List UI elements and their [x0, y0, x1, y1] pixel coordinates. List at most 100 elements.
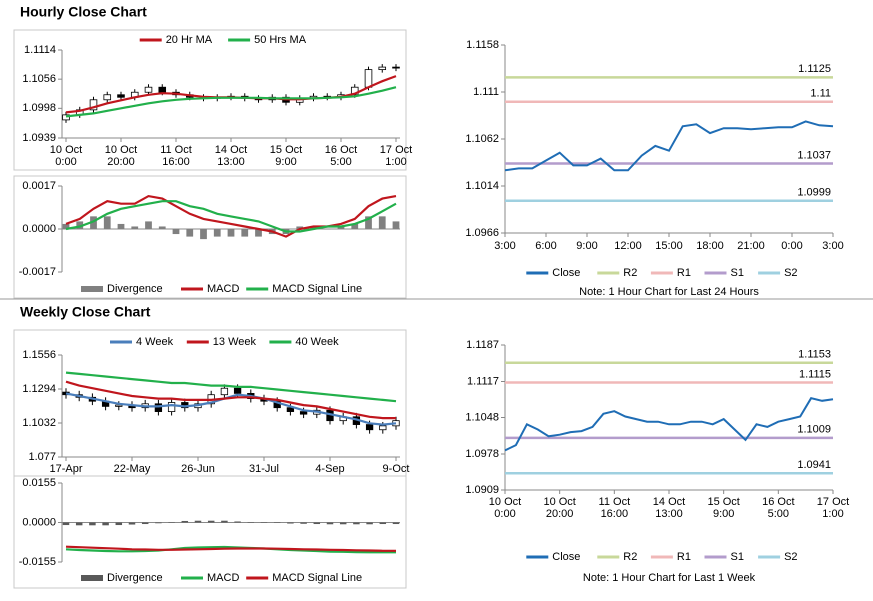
x-tick-label: 21:00 — [737, 240, 765, 252]
legend-label: S1 — [731, 267, 744, 279]
y-tick-label: 0.0000 — [22, 516, 56, 528]
x-tick-label: 15:00 — [655, 240, 683, 252]
bar — [200, 229, 207, 240]
bar — [326, 522, 334, 525]
candle-body — [286, 407, 295, 412]
bar — [310, 226, 317, 229]
y-tick-label: 1.1062 — [465, 133, 499, 145]
candle-body — [392, 66, 400, 69]
x-tick-label: 12:00 — [614, 240, 642, 252]
y-tick-label: 1.1158 — [466, 39, 499, 51]
bar — [90, 216, 97, 229]
bar — [207, 520, 215, 523]
candle-body — [117, 94, 125, 98]
y-tick-label: 1.1056 — [22, 73, 56, 85]
bar — [247, 521, 255, 523]
bar — [186, 229, 194, 237]
legend-swatch — [81, 575, 103, 581]
y-tick-label: 1.1294 — [22, 383, 56, 395]
x-tick-label: 0:00 — [494, 508, 515, 520]
candle-body — [154, 403, 163, 412]
y-tick-label: 1.1187 — [466, 339, 499, 351]
bar — [323, 229, 331, 230]
legend-label: MACD — [207, 283, 239, 295]
y-tick-label: 1.1114 — [24, 44, 56, 56]
x-tick-label: 13:00 — [217, 156, 245, 168]
candle-body — [115, 404, 123, 407]
y-tick-label: 1.0966 — [465, 227, 499, 239]
x-tick-label: 16 Oct — [762, 496, 794, 508]
y-tick-label: 1.077 — [28, 451, 56, 463]
bar — [158, 226, 166, 229]
legend-label: 13 Week — [213, 336, 257, 348]
chart-note: Note: 1 Hour Chart for Last 24 Hours — [579, 286, 759, 298]
x-tick-label: 17 Oct — [817, 496, 849, 508]
legend-swatch — [81, 286, 103, 292]
candle-body — [365, 424, 374, 431]
x-tick-label: 14 Oct — [653, 496, 685, 508]
legend-label: 50 Hrs MA — [254, 34, 307, 46]
x-tick-label: 26-Jun — [181, 463, 215, 475]
bar — [168, 521, 175, 523]
bar — [102, 522, 109, 526]
series-line — [65, 371, 397, 403]
y-tick-label: 1.0998 — [22, 102, 56, 114]
candle-body — [158, 86, 167, 93]
bar — [300, 522, 307, 524]
legend-label: R1 — [677, 551, 691, 563]
y-tick-label: 0.0000 — [22, 223, 56, 235]
x-tick-label: 3:00 — [494, 240, 515, 252]
x-tick-label: 15 Oct — [707, 496, 739, 508]
bar — [366, 522, 373, 525]
x-tick-label: 10 Oct — [105, 144, 137, 156]
legend-label: MACD Signal Line — [272, 283, 362, 295]
y-tick-label: -0.0017 — [19, 266, 56, 278]
candle-body — [144, 86, 153, 93]
bar — [131, 226, 139, 229]
x-tick-label: 16 Oct — [325, 144, 357, 156]
bar — [181, 520, 189, 523]
bar — [145, 221, 152, 229]
legend-label: Close — [552, 267, 580, 279]
x-tick-label: 20:00 — [107, 156, 135, 168]
series-line — [65, 380, 396, 420]
x-tick-label: 1:00 — [822, 508, 843, 520]
x-tick-label: 17-Apr — [49, 463, 82, 475]
x-tick-label: 11 Oct — [599, 496, 631, 508]
x-tick-label: 15 Oct — [270, 144, 302, 156]
legend-label: 4 Week — [136, 336, 174, 348]
candle-body — [62, 114, 70, 121]
bar — [128, 522, 136, 525]
candle-body — [378, 66, 387, 71]
y-tick-label: 1.1048 — [465, 411, 499, 423]
y-tick-label: 1.111 — [473, 86, 499, 98]
series-line — [65, 545, 396, 552]
bar — [353, 522, 360, 525]
x-tick-label: 9-Oct — [383, 463, 410, 475]
bar — [273, 522, 281, 524]
bar — [194, 520, 202, 523]
x-tick-label: 17 Oct — [380, 144, 412, 156]
y-tick-label: -0.0155 — [19, 556, 56, 568]
x-tick-label: 9:00 — [713, 508, 734, 520]
y-tick-label: 1.0909 — [465, 484, 499, 496]
bar — [392, 221, 400, 229]
bar — [339, 522, 347, 525]
bar — [378, 216, 386, 229]
bar — [141, 522, 149, 525]
bar — [365, 216, 372, 229]
level-label: 1.1115 — [799, 368, 831, 380]
panel-frame — [13, 29, 407, 171]
level-label: 1.1037 — [797, 149, 831, 161]
legend-label: MACD Signal Line — [272, 572, 362, 584]
y-tick-label: 1.1117 — [467, 375, 499, 387]
series-line — [65, 194, 397, 238]
x-tick-label: 9:00 — [576, 240, 597, 252]
bar — [62, 223, 70, 229]
x-tick-label: 5:00 — [330, 156, 351, 168]
y-tick-label: 1.1556 — [22, 349, 56, 361]
panel-frame — [13, 175, 407, 299]
legend-label: R2 — [623, 267, 637, 279]
bar — [392, 522, 400, 525]
series-line — [65, 200, 397, 233]
